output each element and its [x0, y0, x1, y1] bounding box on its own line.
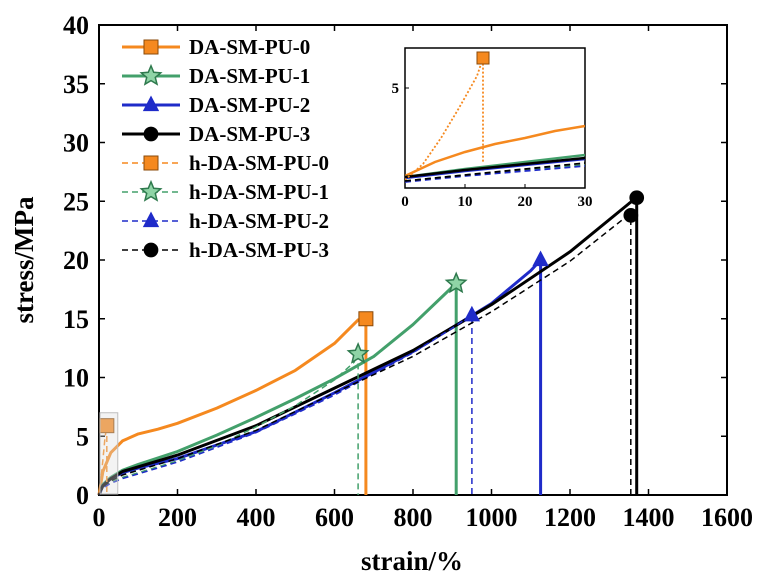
main-axis-ticks: 0 200 400 600 800 1000 1200 1400 160005101520253…: [63, 11, 753, 532]
legend-marker-h-DA-SM-PU-3: [143, 242, 159, 258]
x-axis-title: strain/%: [361, 546, 463, 576]
series-line-h-DA-SM-PU-3: [98, 214, 632, 496]
inset-x-tick-label: 10: [458, 194, 473, 210]
main-series-group: [97, 190, 645, 496]
inset-line-DA-SM-PU-3: [405, 156, 585, 179]
y-tick-label: 20: [63, 246, 89, 275]
y-tick-label: 25: [63, 187, 89, 216]
y-tick-label: 40: [63, 11, 89, 40]
inset-region-indicator: [99, 412, 119, 495]
x-tick-label: 1000: [466, 503, 518, 532]
series-line-h-DA-SM-PU-0: [98, 424, 108, 496]
series-line-DA-SM-PU-0: [97, 317, 368, 496]
series-marker-h-DA-SM-PU-2: [463, 305, 481, 322]
legend: DA-SM-PU-0 DA-SM-PU-1 DA-SM-PU-2 DA-SM-PU-3…: [122, 35, 329, 262]
series-marker-DA-SM-PU-2: [532, 250, 549, 267]
y-tick-label: 0: [76, 481, 89, 510]
inset-line-h-DA-SM-PU-0: [405, 57, 484, 181]
inset-line-h-DA-SM-PU-2: [405, 165, 585, 183]
inset-x-tick-label: 0: [401, 194, 409, 210]
x-tick-label: 1200: [544, 503, 596, 532]
legend-label: DA-SM-PU-2: [189, 93, 310, 117]
y-tick-label: 15: [63, 305, 89, 334]
x-tick-label: 0: [93, 503, 106, 532]
series-marker-h-DA-SM-PU-1: [346, 341, 370, 364]
x-tick-label: 400: [237, 503, 276, 532]
series-marker-h-DA-SM-PU-3: [623, 208, 639, 223]
inset-line-DA-SM-PU-0: [405, 124, 585, 178]
legend-label: h-DA-SM-PU-0: [189, 151, 329, 175]
inset-y-tick-label: 5: [392, 81, 400, 97]
series-line-DA-SM-PU-3: [97, 196, 639, 496]
x-tick-label: 600: [315, 503, 354, 532]
series-marker-DA-SM-PU-3: [629, 190, 645, 206]
series-line-h-DA-SM-PU-1: [98, 353, 359, 496]
y-tick-label: 35: [63, 70, 89, 99]
legend-label: h-DA-SM-PU-2: [189, 209, 329, 233]
x-tick-label: 1600: [701, 503, 753, 532]
series-marker-DA-SM-PU-1: [444, 271, 468, 294]
inset-line-h-DA-SM-PU-3: [405, 162, 585, 182]
x-tick-label: 200: [158, 503, 197, 532]
y-tick-label: 30: [63, 129, 89, 158]
inset-marker-h-DA-SM-PU-0: [476, 51, 490, 65]
legend-label: DA-SM-PU-1: [189, 64, 310, 88]
legend-marker-DA-SM-PU-0: [143, 39, 159, 55]
legend-marker-DA-SM-PU-1: [139, 63, 163, 86]
legend-label: h-DA-SM-PU-1: [189, 180, 329, 204]
legend-marker-h-DA-SM-PU-0: [143, 155, 159, 171]
inset-plot: 0 10 20 30 5: [392, 47, 593, 210]
x-tick-label: 1400: [623, 503, 675, 532]
legend-marker-DA-SM-PU-3: [143, 126, 159, 142]
inset-series-group: [405, 57, 585, 183]
y-axis-title: stress/MPa: [9, 196, 39, 323]
legend-label: DA-SM-PU-0: [189, 35, 310, 59]
legend-marker-DA-SM-PU-2: [142, 95, 160, 112]
legend-label: h-DA-SM-PU-3: [189, 238, 329, 262]
inset-x-tick-label: 20: [518, 194, 533, 210]
legend-label: DA-SM-PU-3: [189, 122, 310, 146]
inset-x-tick-label: 30: [578, 194, 593, 210]
legend-marker-h-DA-SM-PU-1: [139, 179, 163, 202]
y-tick-label: 10: [63, 364, 89, 393]
legend-marker-h-DA-SM-PU-2: [142, 211, 160, 228]
y-tick-label: 5: [76, 422, 89, 451]
x-tick-label: 800: [394, 503, 433, 532]
series-marker-DA-SM-PU-0: [358, 311, 374, 327]
